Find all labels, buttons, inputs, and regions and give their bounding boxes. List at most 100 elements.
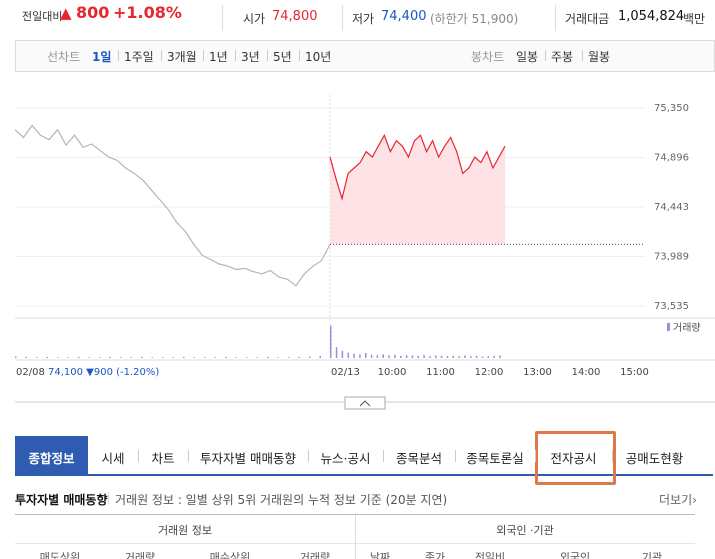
separator bbox=[383, 450, 384, 462]
nav-tab[interactable]: 종목토론실 bbox=[466, 451, 524, 466]
separator bbox=[555, 5, 556, 31]
period-tab[interactable]: 1년 bbox=[209, 50, 228, 64]
volume-bar bbox=[36, 357, 38, 358]
table-column: 매수상위 bbox=[209, 551, 251, 559]
volume-bar bbox=[411, 355, 414, 358]
volume-bar bbox=[46, 356, 48, 358]
candle-tab[interactable]: 월봉 bbox=[588, 50, 611, 64]
volume-bar bbox=[347, 352, 349, 358]
more-link[interactable]: 더보기› bbox=[659, 493, 697, 507]
tab-underline bbox=[15, 474, 713, 476]
table-border bbox=[15, 514, 695, 515]
period-tab[interactable]: 3년 bbox=[241, 50, 260, 64]
candle-tab[interactable]: 일봉 bbox=[516, 50, 539, 64]
period-tab[interactable]: 3개월 bbox=[167, 50, 197, 64]
volume-bar bbox=[214, 357, 216, 358]
collapse-button[interactable] bbox=[344, 396, 386, 410]
volume-bar bbox=[429, 356, 431, 358]
chart: 73,535 73,989 74,443 74,896 75,350 거래량 02/08 74… bbox=[14, 95, 715, 410]
nav-tab[interactable]: 전자공시 bbox=[550, 451, 597, 466]
volume-bar bbox=[151, 357, 153, 358]
volume-bar bbox=[288, 357, 290, 358]
period-tab[interactable]: 1주일 bbox=[124, 50, 154, 64]
volume-bar bbox=[172, 357, 174, 358]
nav-tab[interactable]: 투자자별 매매동향 bbox=[200, 451, 296, 466]
volume-bar bbox=[423, 355, 425, 358]
nav-tab[interactable]: 차트 bbox=[151, 451, 175, 466]
volume-label: 거래량 bbox=[673, 322, 701, 334]
volume-bar bbox=[499, 355, 501, 358]
table-column: 거래량 bbox=[299, 551, 331, 559]
volume-bar bbox=[15, 356, 17, 358]
volume-bar bbox=[256, 357, 258, 358]
nav-tab[interactable]: 공매도현황 bbox=[625, 451, 684, 466]
line-chart-label: 선차트 bbox=[47, 50, 81, 64]
limit-down: (하한가 51,900) bbox=[430, 12, 519, 26]
y-tick-label: 74,443 bbox=[654, 202, 689, 213]
separator bbox=[188, 450, 189, 462]
volume-bar bbox=[487, 356, 489, 358]
x-tick-label: 13:00 bbox=[523, 367, 552, 378]
volume-bar bbox=[470, 356, 472, 358]
section-title: 투자자별 매매동향 bbox=[15, 493, 108, 507]
open: 74,800 bbox=[272, 9, 318, 24]
volume-bar bbox=[141, 356, 143, 358]
volume-bar bbox=[319, 355, 321, 358]
volume-bar bbox=[405, 355, 408, 358]
period-tab[interactable]: 1일 bbox=[92, 50, 112, 64]
price-line bbox=[329, 133, 506, 201]
volume-bar bbox=[246, 357, 248, 358]
volume-bar bbox=[464, 355, 466, 358]
volume-bar bbox=[330, 325, 332, 358]
volume-bar bbox=[88, 357, 90, 358]
volume-bar bbox=[435, 355, 437, 358]
volume-bar bbox=[417, 355, 419, 358]
separator bbox=[308, 450, 309, 462]
period-tab[interactable]: 5년 bbox=[273, 50, 292, 64]
amount-label: 거래대금 bbox=[565, 12, 610, 26]
table-column: 날짜 bbox=[369, 551, 391, 559]
amount-unit: 백만 bbox=[683, 12, 706, 26]
nav-tab[interactable]: 종목분석 bbox=[395, 451, 442, 466]
area bbox=[330, 135, 505, 245]
y-tick-label: 73,535 bbox=[654, 301, 689, 312]
volume-bar bbox=[120, 357, 122, 358]
nav-tab[interactable]: 뉴스·공시 bbox=[320, 451, 371, 466]
x-tick-label: 12:00 bbox=[475, 367, 504, 378]
table-column: 거래량 bbox=[124, 551, 156, 559]
nav-tab[interactable]: 시세 bbox=[101, 451, 125, 466]
volume-bar bbox=[388, 355, 390, 358]
change: 800 bbox=[76, 3, 110, 22]
collapse-icon bbox=[359, 400, 371, 407]
volume-bar bbox=[130, 357, 132, 358]
volume-bar bbox=[204, 357, 206, 358]
volume-bar bbox=[446, 356, 449, 358]
low: 74,400 bbox=[381, 9, 427, 24]
table-column: 매도상위 bbox=[39, 551, 81, 559]
table-column: 전일비 bbox=[474, 551, 506, 559]
x-tick-label: 15:00 bbox=[620, 367, 649, 378]
candle-tab[interactable]: 주봉 bbox=[551, 50, 574, 64]
separator bbox=[612, 450, 613, 462]
highlight-box bbox=[535, 431, 616, 485]
x-tick-label: 14:00 bbox=[572, 367, 601, 378]
volume-bar bbox=[109, 356, 111, 358]
change-arrow: ▲ bbox=[60, 4, 72, 22]
table-column: 기관 bbox=[641, 551, 663, 559]
low-label: 저가 bbox=[352, 12, 375, 26]
volume-bar bbox=[493, 355, 495, 358]
y-tick-label: 74,896 bbox=[654, 153, 689, 164]
period-tab[interactable]: 10년 bbox=[305, 50, 332, 64]
volume-bar bbox=[359, 354, 361, 358]
x-label: 02/08 bbox=[16, 367, 45, 378]
nav-tab[interactable]: 종합정보 bbox=[28, 451, 75, 466]
volume-bar bbox=[57, 357, 59, 358]
volume-bar bbox=[235, 357, 237, 358]
volume-bar bbox=[382, 354, 384, 358]
separator bbox=[267, 50, 268, 61]
separator bbox=[299, 50, 300, 61]
separator bbox=[235, 50, 236, 61]
separator bbox=[582, 50, 583, 61]
volume-bar bbox=[99, 357, 101, 358]
